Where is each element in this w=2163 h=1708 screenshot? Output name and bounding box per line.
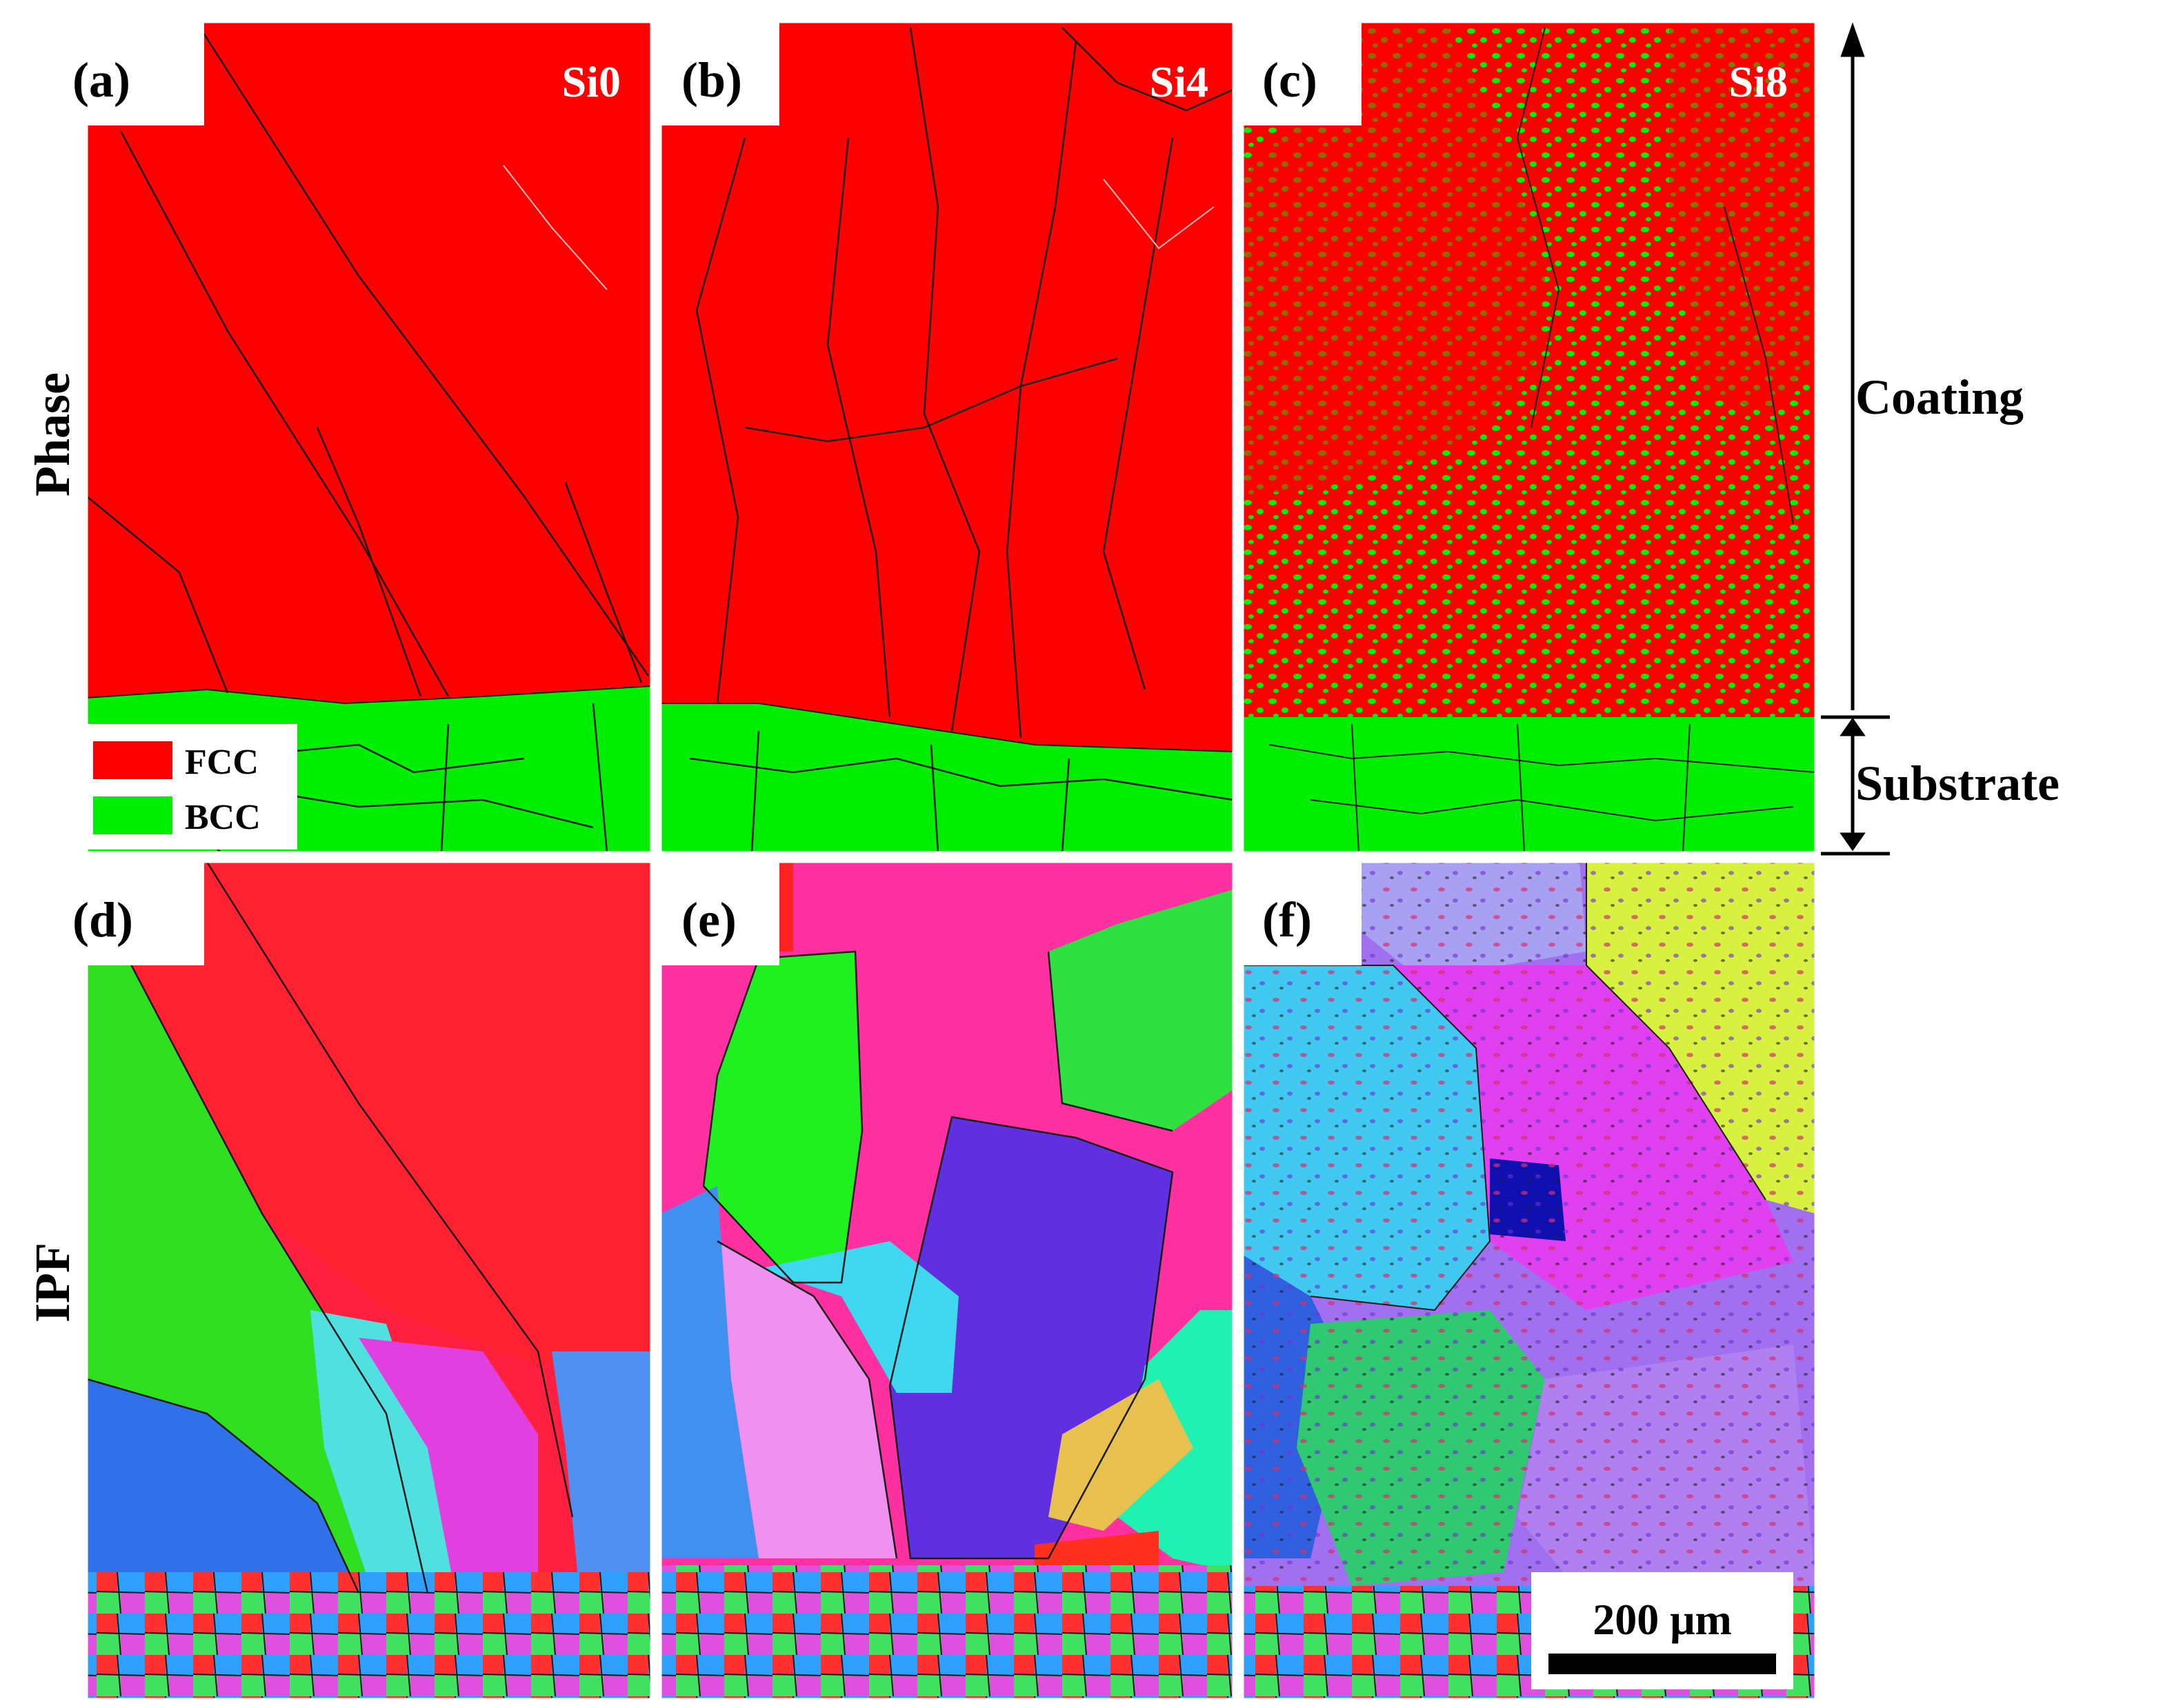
coating-arrow bbox=[1821, 22, 1890, 719]
panel-d-ipf-map: (d) bbox=[66, 861, 652, 1700]
scale-bar: 200 μm bbox=[1531, 1572, 1793, 1689]
scale-bar-line bbox=[1548, 1654, 1776, 1674]
legend-label-fcc: FCC bbox=[185, 743, 259, 782]
sample-label-si4: Si4 bbox=[1150, 57, 1208, 106]
panel-label-a: (a) bbox=[72, 52, 130, 108]
panel-label-c: (c) bbox=[1262, 52, 1317, 108]
panel-a-phase-map: (a) Si0 bbox=[66, 21, 652, 854]
substrate-arrow bbox=[1821, 717, 1890, 856]
legend-swatch-bcc bbox=[93, 796, 172, 834]
sample-label-si8: Si8 bbox=[1729, 57, 1788, 106]
panel-label-f: (f) bbox=[1262, 892, 1312, 947]
panel-f-ipf-map: (f) bbox=[1242, 861, 1817, 1700]
phase-legend: FCC BCC bbox=[87, 724, 297, 850]
sample-label-si0: Si0 bbox=[562, 57, 621, 106]
substrate-label: Substrate bbox=[1855, 756, 2060, 811]
panel-label-b: (b) bbox=[681, 52, 742, 108]
legend-label-bcc: BCC bbox=[185, 798, 261, 837]
panel-label-d: (d) bbox=[72, 892, 133, 947]
scale-bar-label: 200 μm bbox=[1593, 1595, 1732, 1644]
coating-label: Coating bbox=[1855, 370, 2024, 425]
row-label-ipf: IPF bbox=[25, 1243, 80, 1323]
panel-e-ipf-map: (e) bbox=[659, 861, 1235, 1700]
panel-label-e: (e) bbox=[681, 892, 737, 947]
panel-b-phase-map: (b) Si4 bbox=[659, 21, 1235, 854]
panel-c-phase-map: (c) Si8 bbox=[1242, 21, 1817, 854]
row-label-phase: Phase bbox=[25, 372, 80, 496]
legend-swatch-fcc bbox=[93, 741, 172, 779]
